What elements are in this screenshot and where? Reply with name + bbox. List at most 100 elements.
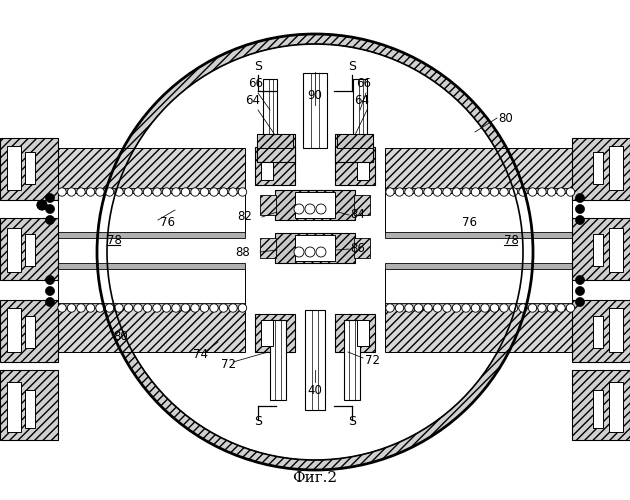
Bar (0, 138, 58, 200)
Circle shape (518, 304, 527, 312)
Circle shape (395, 304, 404, 312)
Bar (7, 228, 21, 272)
Circle shape (37, 200, 47, 210)
Circle shape (181, 188, 190, 196)
Text: 66: 66 (357, 77, 372, 90)
Text: 72: 72 (365, 354, 380, 366)
Circle shape (67, 304, 76, 312)
Bar (593, 152, 603, 184)
Circle shape (509, 304, 518, 312)
Bar (385, 263, 572, 269)
Text: 76: 76 (160, 216, 175, 228)
Circle shape (481, 188, 490, 196)
Circle shape (200, 188, 209, 196)
Circle shape (134, 188, 142, 196)
Bar (609, 308, 623, 352)
Circle shape (305, 247, 315, 257)
Circle shape (143, 304, 152, 312)
Text: 90: 90 (307, 89, 323, 102)
Bar (260, 238, 276, 258)
Circle shape (557, 304, 565, 312)
Bar (0, 370, 58, 440)
Bar (25, 390, 35, 428)
Bar (257, 134, 293, 148)
Circle shape (124, 188, 133, 196)
Bar (335, 134, 373, 162)
Wedge shape (117, 340, 513, 470)
Circle shape (191, 304, 199, 312)
Circle shape (462, 304, 470, 312)
Text: 78: 78 (504, 234, 519, 248)
Bar (7, 146, 21, 190)
Circle shape (153, 304, 161, 312)
Bar (261, 154, 273, 180)
Bar (7, 382, 21, 432)
Bar (385, 193, 572, 233)
Text: 80: 80 (113, 330, 128, 344)
Bar (0, 300, 58, 362)
Circle shape (433, 188, 442, 196)
Bar (335, 147, 375, 185)
Circle shape (124, 304, 133, 312)
Circle shape (490, 188, 499, 196)
Circle shape (500, 304, 508, 312)
Circle shape (443, 304, 451, 312)
Circle shape (294, 204, 304, 214)
Circle shape (58, 304, 66, 312)
Bar (357, 320, 369, 346)
Circle shape (163, 304, 171, 312)
Circle shape (405, 188, 413, 196)
Circle shape (191, 188, 199, 196)
Circle shape (96, 188, 104, 196)
Circle shape (153, 188, 161, 196)
Circle shape (566, 304, 575, 312)
Text: 88: 88 (235, 246, 250, 258)
Bar (385, 303, 572, 308)
Bar (335, 314, 375, 352)
Circle shape (490, 304, 499, 312)
Circle shape (452, 188, 461, 196)
Bar (25, 234, 35, 266)
Bar (270, 320, 286, 400)
Bar (58, 232, 245, 238)
Bar (25, 152, 35, 184)
Bar (58, 188, 245, 193)
Bar (260, 195, 276, 215)
Circle shape (481, 304, 490, 312)
Circle shape (210, 304, 218, 312)
Bar (255, 314, 295, 352)
Text: S: S (348, 415, 356, 428)
Circle shape (575, 298, 585, 306)
Circle shape (294, 247, 304, 257)
Circle shape (575, 204, 585, 214)
Circle shape (529, 304, 537, 312)
Circle shape (181, 304, 190, 312)
Circle shape (143, 188, 152, 196)
Text: S: S (254, 415, 262, 428)
Circle shape (557, 188, 565, 196)
Bar (572, 138, 630, 200)
Bar (357, 154, 369, 180)
Bar (257, 134, 295, 162)
Circle shape (575, 286, 585, 296)
Text: 64: 64 (246, 94, 260, 107)
Bar (385, 268, 572, 308)
Bar (385, 308, 572, 352)
Text: 78: 78 (107, 234, 122, 248)
Circle shape (575, 276, 585, 284)
Text: 86: 86 (350, 242, 365, 256)
Bar (261, 320, 273, 346)
Circle shape (529, 188, 537, 196)
Bar (25, 316, 35, 348)
Wedge shape (117, 34, 513, 164)
Circle shape (575, 216, 585, 224)
Circle shape (219, 304, 227, 312)
Bar (295, 192, 335, 218)
Circle shape (305, 204, 315, 214)
Bar (58, 308, 245, 352)
Bar (385, 232, 572, 238)
Circle shape (115, 304, 123, 312)
Text: 66: 66 (248, 77, 263, 90)
Text: S: S (348, 60, 356, 73)
Bar (58, 193, 245, 233)
